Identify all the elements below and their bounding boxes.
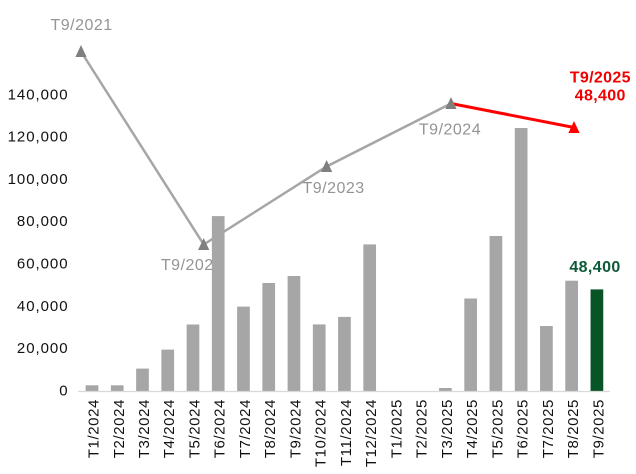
svg-text:48,400: 48,400 [575,87,626,104]
svg-text:20,000: 20,000 [17,340,69,357]
svg-text:T4/2024: T4/2024 [161,399,178,458]
svg-text:T4/2025: T4/2025 [464,399,481,458]
svg-text:T5/2025: T5/2025 [489,399,506,458]
svg-text:120,000: 120,000 [8,129,69,146]
svg-text:T7/2025: T7/2025 [540,399,557,458]
svg-text:T7/2024: T7/2024 [237,399,254,458]
svg-text:T8/2024: T8/2024 [262,399,279,458]
svg-text:T2/2025: T2/2025 [414,399,431,458]
svg-text:T10/2024: T10/2024 [313,399,330,467]
svg-text:60,000: 60,000 [17,256,69,273]
svg-text:T6/2024: T6/2024 [212,399,229,458]
svg-text:T9/2025: T9/2025 [570,70,631,87]
svg-text:T1/2025: T1/2025 [388,399,405,458]
svg-text:T3/2024: T3/2024 [136,399,153,458]
svg-text:T9/2021: T9/2021 [50,17,112,34]
svg-text:T9/2023: T9/2023 [302,180,364,197]
svg-text:T3/2025: T3/2025 [439,399,456,458]
svg-text:T2/2024: T2/2024 [111,399,128,458]
svg-text:T9/2022: T9/2022 [161,257,223,274]
svg-text:T6/2025: T6/2025 [515,399,532,458]
svg-text:T9/2025: T9/2025 [590,399,607,458]
svg-text:T9/2024: T9/2024 [419,122,481,139]
svg-text:40,000: 40,000 [17,298,69,315]
svg-text:T11/2024: T11/2024 [338,399,355,466]
svg-text:100,000: 100,000 [8,171,69,188]
svg-text:80,000: 80,000 [17,213,69,230]
svg-text:T1/2024: T1/2024 [86,399,103,458]
svg-text:48,400: 48,400 [569,259,620,276]
svg-text:T9/2024: T9/2024 [287,399,304,458]
svg-text:140,000: 140,000 [8,86,69,103]
svg-text:T5/2024: T5/2024 [186,399,203,458]
svg-text:T8/2025: T8/2025 [565,399,582,458]
svg-text:T12/2024: T12/2024 [363,399,380,467]
svg-text:0: 0 [59,382,68,399]
